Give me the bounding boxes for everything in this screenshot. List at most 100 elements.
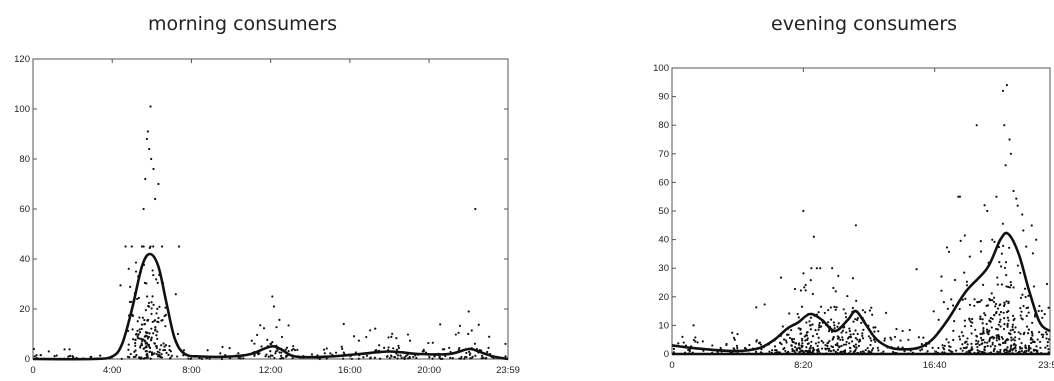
- data-point: [33, 355, 36, 358]
- data-point: [156, 337, 159, 341]
- data-point: [267, 355, 270, 358]
- chart-morning: 0 20 40 60 80 100 120 0 4:00 8:00 12:00 16:00 20:00 2…: [14, 54, 520, 376]
- data-point: [242, 357, 245, 360]
- data-point: [999, 348, 1002, 352]
- data-point: [962, 346, 965, 350]
- data-point: [991, 238, 994, 241]
- data-point: [982, 338, 985, 341]
- scatter-series: [672, 84, 1051, 356]
- data-point: [150, 312, 153, 316]
- data-point: [250, 339, 253, 342]
- data-point: [947, 250, 951, 253]
- data-point: [690, 352, 693, 355]
- data-point: [970, 332, 973, 335]
- data-point: [151, 320, 154, 324]
- data-point: [974, 343, 978, 346]
- data-point: [863, 352, 866, 355]
- data-point: [148, 246, 151, 250]
- data-point: [145, 349, 148, 353]
- data-point: [991, 343, 994, 346]
- data-point: [1037, 309, 1040, 313]
- data-point: [153, 329, 157, 332]
- data-point: [150, 327, 153, 330]
- data-point: [156, 307, 159, 310]
- y-tick-label: 0: [25, 354, 30, 365]
- data-point: [441, 357, 444, 360]
- data-point: [817, 328, 820, 331]
- data-point: [266, 338, 269, 341]
- data-point: [687, 348, 690, 352]
- data-point: [422, 348, 425, 351]
- data-point: [842, 308, 845, 311]
- data-point: [1026, 332, 1030, 335]
- data-point: [63, 348, 66, 351]
- data-point: [341, 357, 345, 360]
- data-point: [160, 344, 163, 347]
- data-point: [153, 319, 156, 322]
- data-point: [1011, 314, 1015, 317]
- data-point: [155, 334, 158, 337]
- data-point: [1008, 350, 1012, 353]
- data-point: [950, 350, 953, 353]
- data-point: [684, 351, 687, 354]
- data-point: [465, 351, 468, 355]
- data-point: [1027, 344, 1031, 348]
- data-point: [135, 297, 139, 301]
- data-point: [393, 355, 396, 359]
- data-point: [844, 312, 847, 315]
- data-point: [895, 327, 898, 331]
- data-point: [983, 345, 986, 349]
- data-point: [1001, 341, 1005, 344]
- data-point: [280, 335, 284, 339]
- data-point: [135, 353, 138, 357]
- data-point: [145, 346, 148, 349]
- data-point: [488, 335, 491, 338]
- data-point: [747, 352, 750, 355]
- data-point: [340, 345, 343, 348]
- data-point: [71, 355, 75, 359]
- x-tick-label: 8:00: [182, 365, 201, 376]
- data-point: [970, 324, 973, 328]
- data-point: [157, 182, 160, 186]
- data-point: [1001, 89, 1005, 92]
- data-point: [1015, 197, 1018, 200]
- data-point: [980, 342, 983, 346]
- data-point: [1003, 124, 1006, 127]
- data-point: [136, 335, 139, 338]
- data-point: [856, 332, 859, 336]
- data-point: [1030, 341, 1033, 345]
- data-point: [829, 350, 833, 353]
- data-point: [765, 352, 768, 355]
- data-point: [165, 351, 168, 354]
- data-point: [287, 350, 290, 353]
- data-point: [463, 357, 466, 360]
- data-point: [848, 335, 851, 339]
- data-point: [129, 352, 132, 356]
- data-point: [148, 350, 151, 354]
- data-point: [725, 342, 728, 346]
- data-point: [952, 338, 955, 342]
- data-point: [146, 335, 149, 338]
- data-point: [940, 289, 943, 292]
- data-point: [1029, 351, 1033, 354]
- data-point: [350, 357, 354, 361]
- data-point: [1003, 322, 1006, 326]
- data-point: [403, 357, 406, 360]
- data-point: [782, 338, 786, 341]
- data-point: [55, 354, 58, 357]
- data-point: [805, 334, 808, 337]
- data-point: [400, 356, 403, 359]
- data-point: [991, 298, 994, 302]
- data-point: [137, 296, 140, 300]
- data-point: [961, 298, 965, 301]
- data-point: [1026, 306, 1030, 309]
- data-point: [290, 349, 293, 352]
- data-point: [1031, 321, 1034, 324]
- data-point: [237, 352, 240, 355]
- data-point: [832, 321, 835, 324]
- data-point: [148, 345, 151, 348]
- data-point: [994, 312, 998, 315]
- data-point: [811, 346, 815, 349]
- data-point: [143, 323, 146, 326]
- data-point: [711, 344, 714, 347]
